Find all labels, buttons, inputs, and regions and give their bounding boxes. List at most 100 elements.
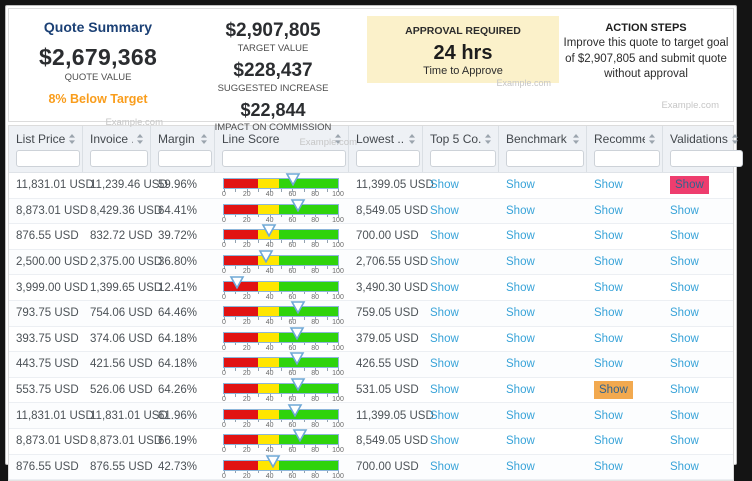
show-validations-link[interactable]: Show [670, 204, 699, 217]
sort-icon[interactable] [484, 133, 492, 145]
show-validations-link[interactable]: Show [670, 307, 699, 320]
invoice-cell: 832.72 USD [90, 230, 153, 243]
lowest-cell: 11,399.05 USD [356, 409, 434, 422]
validations-cell: Show [663, 282, 733, 294]
sort-icon[interactable] [731, 133, 739, 145]
show-benchmark-link[interactable]: Show [506, 230, 535, 243]
recommendations-cell: Show [587, 282, 663, 294]
show-recommendations-link[interactable]: Show [594, 358, 623, 371]
show-benchmark-link[interactable]: Show [506, 204, 535, 217]
column-header-validations[interactable]: Validations [663, 126, 745, 172]
lowest-cell: 3,490.30 USD [356, 281, 429, 294]
show-benchmark-link[interactable]: Show [506, 435, 535, 448]
show-validations-link[interactable]: Show [670, 384, 699, 397]
show-recommendations-link[interactable]: Show [594, 381, 633, 400]
column-filter-input[interactable] [90, 150, 148, 167]
show-recommendations-link[interactable]: Show [594, 204, 623, 217]
show-benchmark-link[interactable]: Show [506, 460, 535, 473]
gauge-ticks: 0 20 40 60 80 100 [222, 368, 344, 378]
line-score-gauge: 0 20 40 60 80 100 [222, 275, 344, 301]
target-value-metric: $2,907,805 TARGET VALUE [187, 20, 359, 54]
show-top5-link[interactable]: Show [430, 358, 459, 371]
show-validations-link[interactable]: Show [670, 230, 699, 243]
show-recommendations-link[interactable]: Show [594, 435, 623, 448]
show-recommendations-link[interactable]: Show [594, 409, 623, 422]
show-top5-link[interactable]: Show [430, 307, 459, 320]
show-top5-link[interactable]: Show [430, 384, 459, 397]
sort-icon[interactable] [200, 133, 208, 145]
show-validations-link[interactable]: Show [670, 332, 699, 345]
show-recommendations-link[interactable]: Show [594, 230, 623, 243]
column-header-margin[interactable]: Margin % [151, 126, 215, 172]
show-top5-link[interactable]: Show [430, 230, 459, 243]
show-benchmark-link[interactable]: Show [506, 281, 535, 294]
show-recommendations-link[interactable]: Show [594, 256, 623, 269]
top5-cell: Show [423, 461, 499, 473]
column-header-benchmark[interactable]: Benchmark [499, 126, 587, 172]
show-validations-link[interactable]: Show [670, 358, 699, 371]
show-validations-link[interactable]: Show [670, 409, 699, 422]
show-validations-link[interactable]: Show [670, 435, 699, 448]
show-benchmark-link[interactable]: Show [506, 384, 535, 397]
show-benchmark-link[interactable]: Show [506, 256, 535, 269]
show-recommendations-link[interactable]: Show [594, 307, 623, 320]
sort-icon[interactable] [68, 133, 76, 145]
show-top5-link[interactable]: Show [430, 409, 459, 422]
summary-section: Quote Summary $2,679,368 QUOTE VALUE 8% … [8, 8, 734, 148]
show-recommendations-link[interactable]: Show [594, 460, 623, 473]
show-validations-link[interactable]: Show [670, 281, 699, 294]
show-validations-link[interactable]: Show [670, 460, 699, 473]
column-header-lowest[interactable]: Lowest ... [349, 126, 423, 172]
column-filter-input[interactable] [158, 150, 212, 167]
invoice-cell: 8,429.36 USD [90, 204, 163, 217]
top5-cell: Show [423, 179, 499, 191]
watermark: Example.com [496, 78, 551, 88]
validations-cell: Show [663, 333, 733, 345]
show-recommendations-link[interactable]: Show [594, 179, 623, 192]
column-filter-input[interactable] [594, 150, 660, 167]
column-filter-input[interactable] [356, 150, 420, 167]
show-top5-link[interactable]: Show [430, 435, 459, 448]
show-top5-link[interactable]: Show [430, 179, 459, 192]
top5-cell: Show [423, 230, 499, 242]
column-header-top5[interactable]: Top 5 Co... [423, 126, 499, 172]
show-top5-link[interactable]: Show [430, 204, 459, 217]
show-benchmark-link[interactable]: Show [506, 358, 535, 371]
top5-cell: Show [423, 282, 499, 294]
show-benchmark-link[interactable]: Show [506, 307, 535, 320]
show-top5-link[interactable]: Show [430, 332, 459, 345]
column-filter-input[interactable] [430, 150, 496, 167]
benchmark-cell: Show [499, 179, 587, 191]
validations-cell: Show [663, 384, 733, 396]
column-header-invoice[interactable]: Invoice ... [83, 126, 151, 172]
column-header-recommendations[interactable]: Recomme... [587, 126, 663, 172]
gauge-pointer-icon [290, 199, 306, 212]
show-benchmark-link[interactable]: Show [506, 332, 535, 345]
recommendations-cell: Show [587, 205, 663, 217]
column-filter-input[interactable] [670, 150, 743, 167]
column-filter-input[interactable] [222, 150, 346, 167]
recommendations-cell: Show [587, 230, 663, 242]
gauge-pointer-icon [290, 301, 306, 315]
sort-icon[interactable] [648, 133, 656, 145]
show-validations-link[interactable]: Show [670, 176, 709, 195]
show-top5-link[interactable]: Show [430, 460, 459, 473]
show-top5-link[interactable]: Show [430, 256, 459, 269]
show-validations-link[interactable]: Show [670, 256, 699, 269]
line-score-gauge: 0 20 40 60 80 100 [222, 352, 344, 378]
show-recommendations-link[interactable]: Show [594, 332, 623, 345]
sort-icon[interactable] [136, 133, 144, 145]
column-filter-input[interactable] [16, 150, 80, 167]
column-filter-input[interactable] [506, 150, 584, 167]
show-benchmark-link[interactable]: Show [506, 179, 535, 192]
show-top5-link[interactable]: Show [430, 281, 459, 294]
validations-cell: Show [663, 307, 733, 319]
column-header-list_price[interactable]: List Price [9, 126, 83, 172]
column-header-line_score[interactable]: Line Score [215, 126, 349, 172]
sort-icon[interactable] [408, 133, 416, 145]
sort-icon[interactable] [334, 133, 342, 145]
gauge-pointer-icon [292, 429, 308, 443]
show-recommendations-link[interactable]: Show [594, 281, 623, 294]
sort-icon[interactable] [572, 133, 580, 145]
show-benchmark-link[interactable]: Show [506, 409, 535, 422]
